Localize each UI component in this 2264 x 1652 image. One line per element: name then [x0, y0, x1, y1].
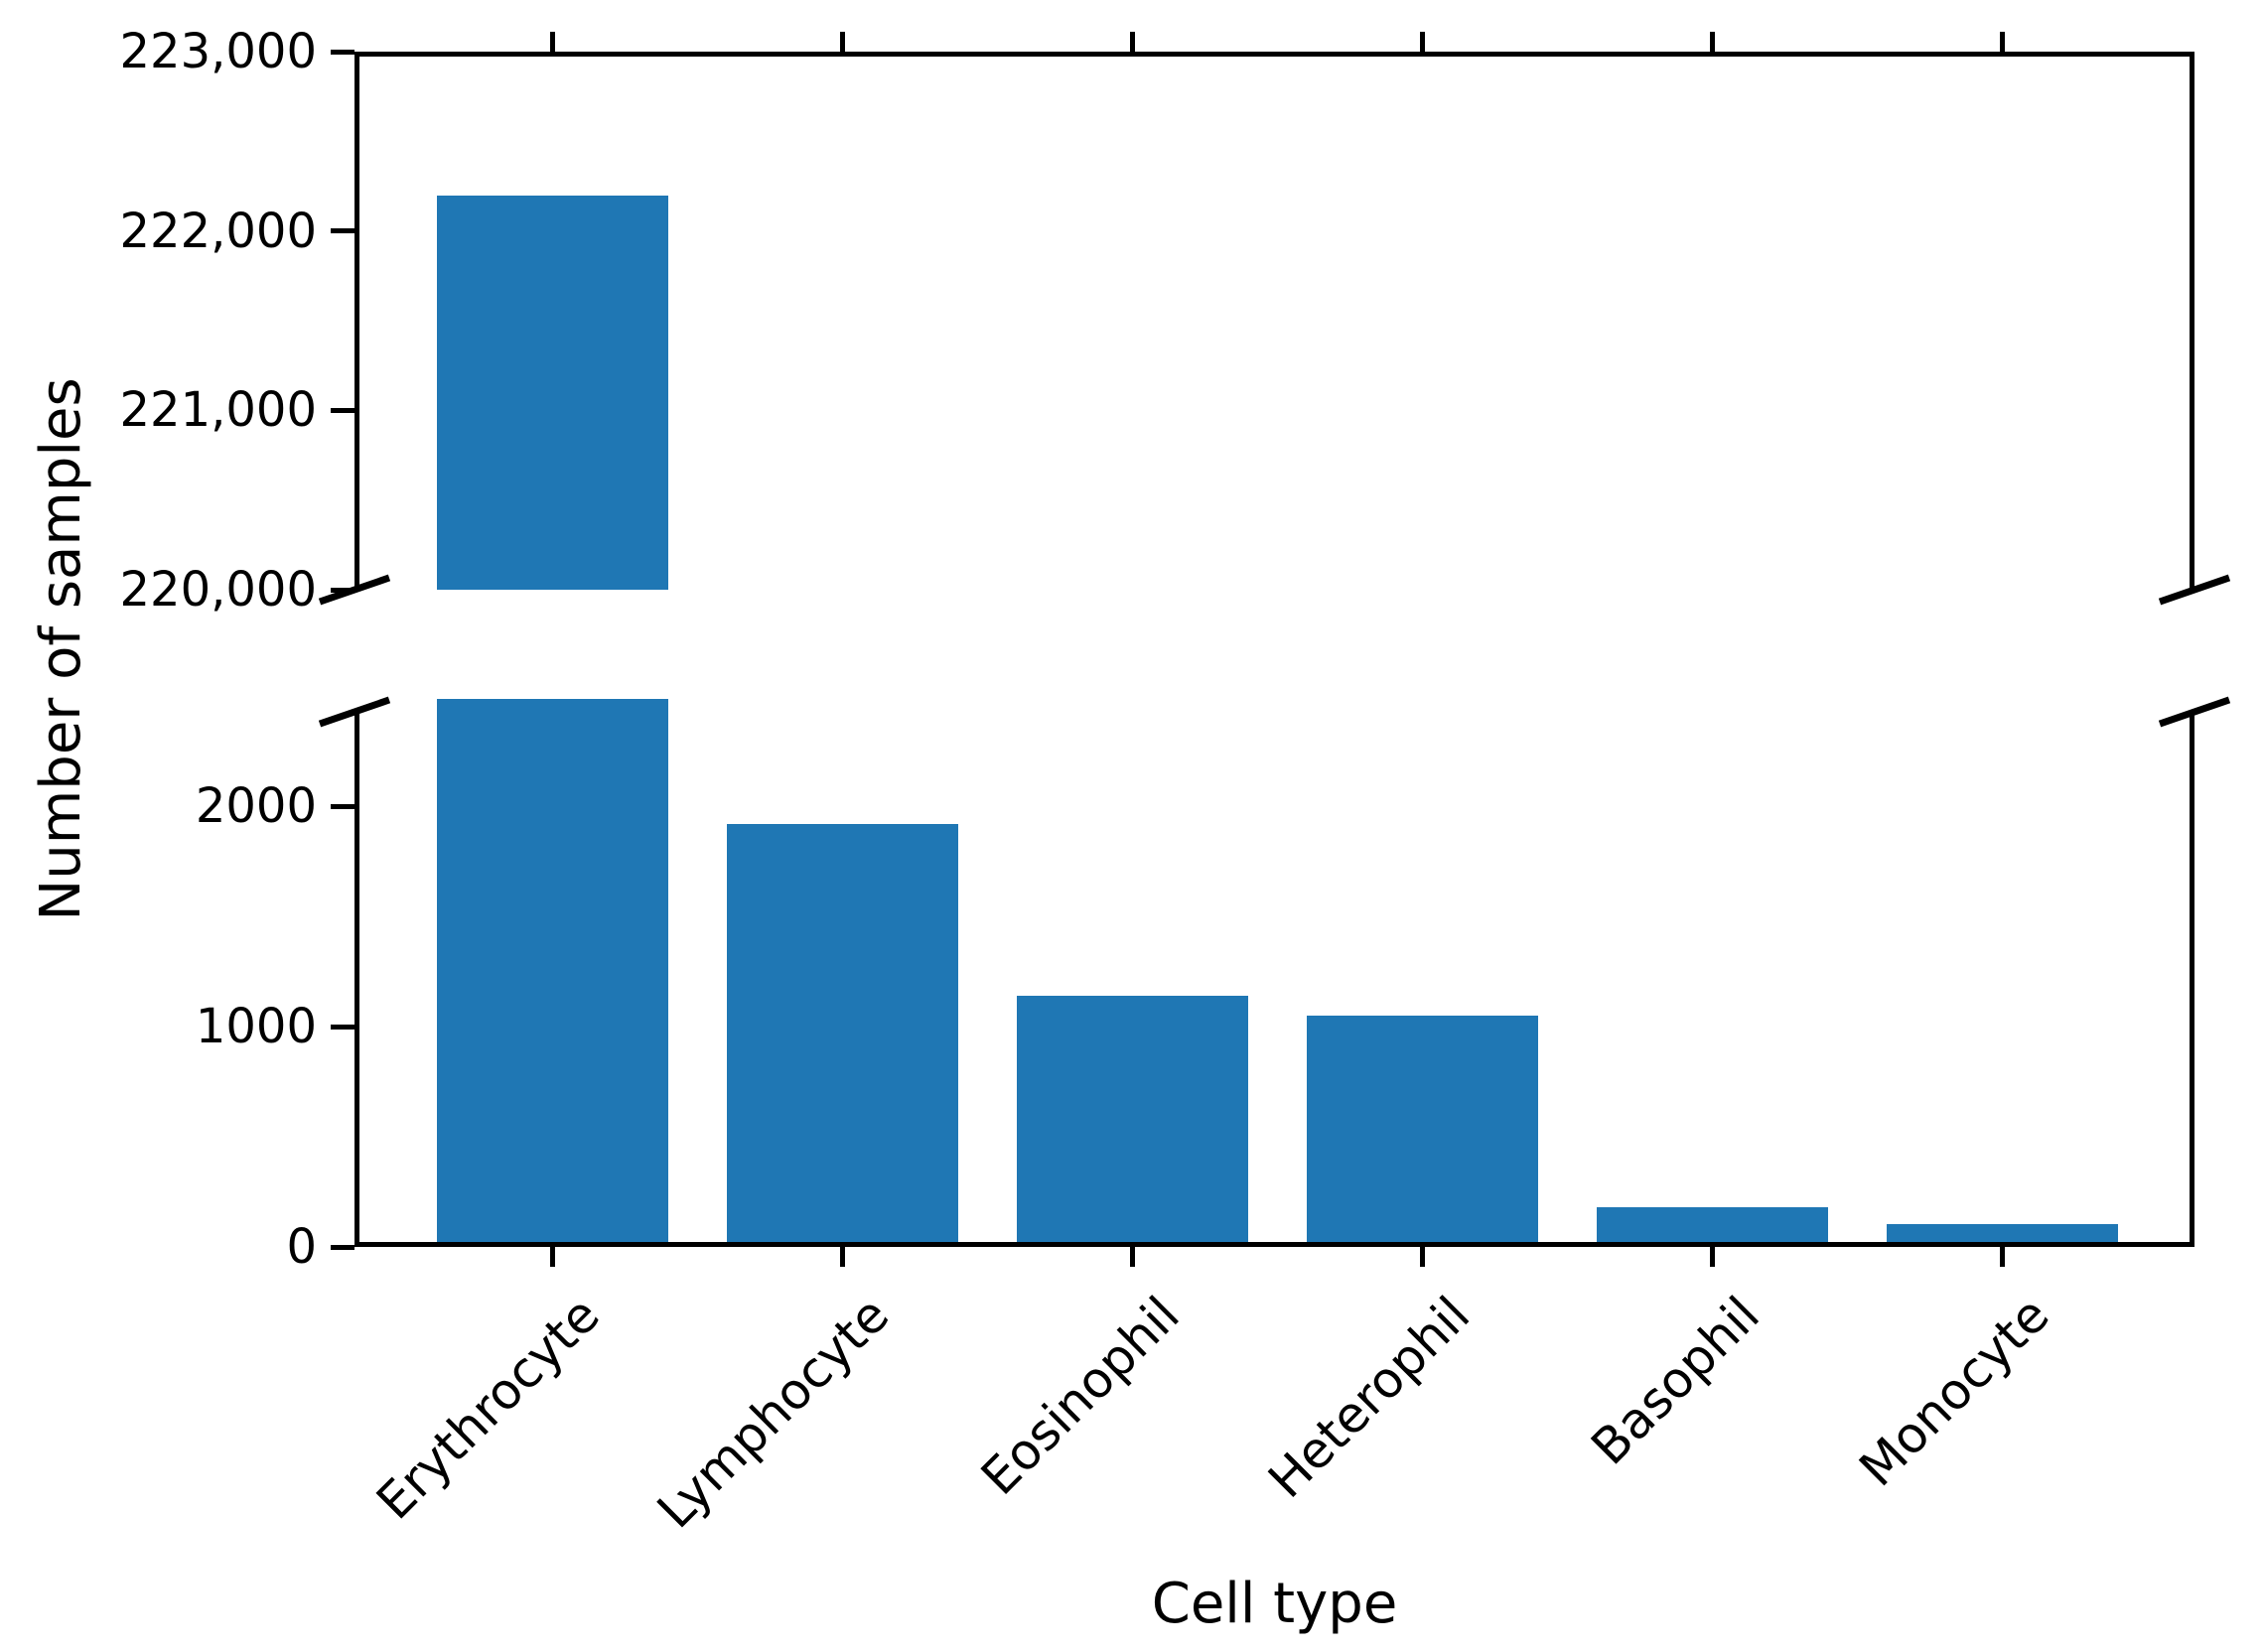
x-tick-top-erythrocyte — [550, 32, 555, 52]
bar-monocyte — [1887, 1224, 2118, 1242]
x-tick-label-heterophil: Heterophil — [1256, 1286, 1481, 1510]
x-tick-lymphocyte — [840, 1247, 845, 1267]
x-tick-label-eosinophil: Eosinophil — [969, 1286, 1191, 1506]
x-tick-top-eosinophil — [1130, 32, 1135, 52]
x-tick-label-lymphocyte: Lymphocyte — [646, 1286, 901, 1540]
y-tick-label-1000: 1000 — [195, 999, 317, 1055]
bar-lymphocyte — [727, 823, 958, 1242]
x-tick-basophil — [1710, 1247, 1715, 1267]
top-axis-panel — [354, 52, 2194, 590]
bar-eosinophil — [1017, 995, 1248, 1242]
x-tick-label-basophil: Basophil — [1580, 1286, 1770, 1476]
y-tick-221000 — [331, 407, 354, 413]
x-tick-heterophil — [1420, 1247, 1425, 1267]
bar-erythrocyte — [437, 699, 668, 1242]
y-tick-label-221000: 221,000 — [119, 382, 318, 439]
x-tick-label-erythrocyte: Erythrocyte — [365, 1286, 611, 1531]
x-tick-erythrocyte — [550, 1247, 555, 1267]
y-tick-223000 — [331, 49, 354, 55]
bar-heterophil — [1307, 1015, 1538, 1242]
x-axis-title: Cell type — [1151, 1572, 1398, 1636]
y-tick-222000 — [331, 228, 354, 234]
y-tick-label-222000: 222,000 — [119, 203, 318, 259]
y-tick-label-220000: 220,000 — [119, 562, 318, 618]
x-tick-eosinophil — [1130, 1247, 1135, 1267]
y-tick-label-223000: 223,000 — [119, 24, 318, 79]
x-tick-top-monocyte — [2000, 32, 2005, 52]
x-tick-label-monocyte: Monocyte — [1848, 1286, 2060, 1498]
y-tick-1000 — [331, 1024, 354, 1030]
y-tick-2000 — [331, 803, 354, 809]
bar-erythrocyte-upper — [437, 195, 668, 590]
bottom-axis-panel — [354, 699, 2194, 1247]
x-tick-top-lymphocyte — [840, 32, 845, 52]
x-tick-monocyte — [2000, 1247, 2005, 1267]
x-tick-top-heterophil — [1420, 32, 1425, 52]
bar-basophil — [1597, 1206, 1828, 1242]
y-axis-title: Number of samples — [29, 377, 93, 921]
x-tick-top-basophil — [1710, 32, 1715, 52]
y-tick-0 — [331, 1244, 354, 1250]
y-tick-label-0: 0 — [286, 1219, 317, 1275]
y-tick-label-2000: 2000 — [195, 778, 317, 835]
